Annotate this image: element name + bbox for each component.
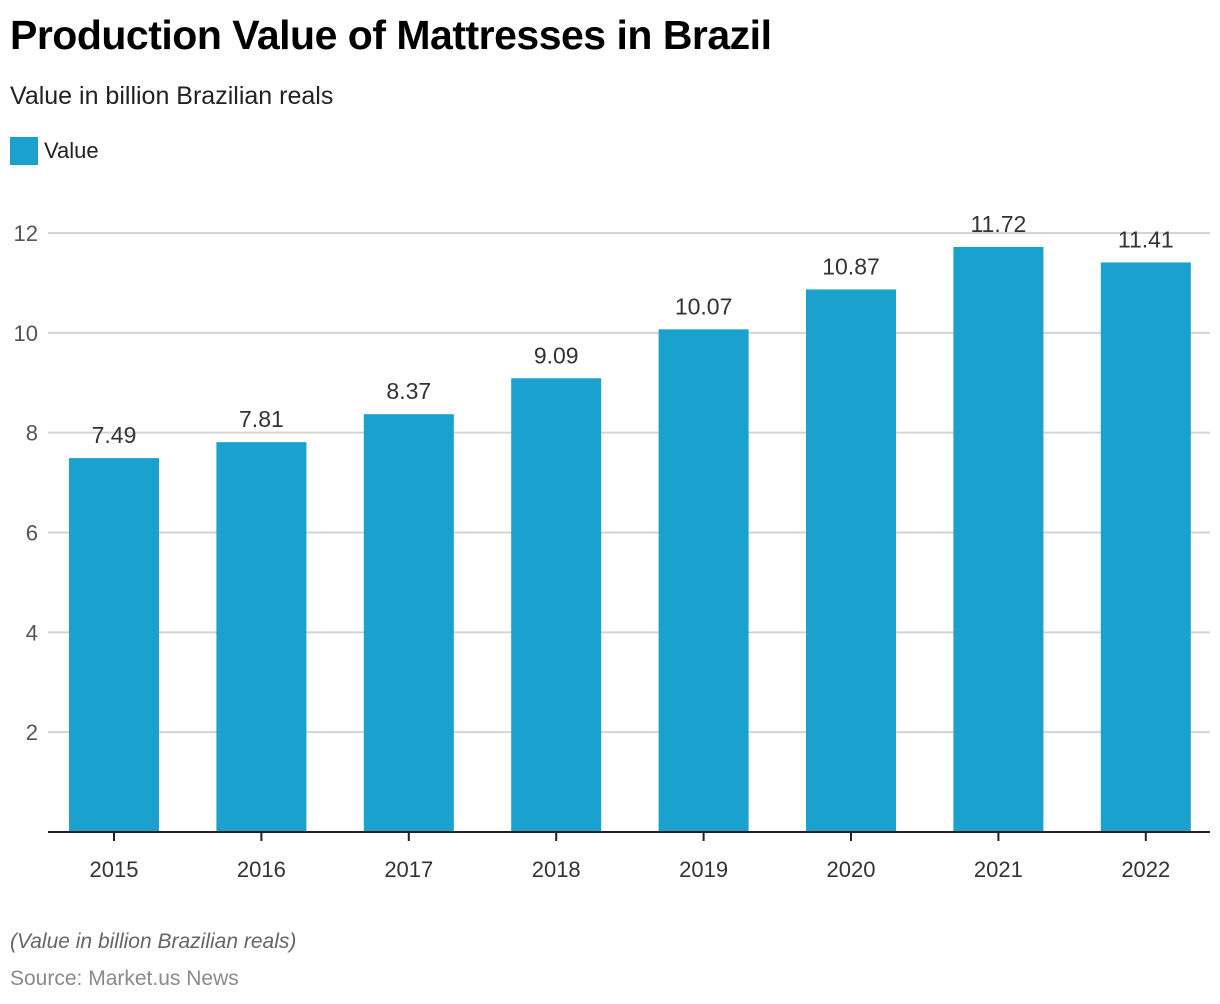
footnote: (Value in billion Brazilian reals) [10,930,297,953]
data-label-2021: 11.72 [970,211,1026,237]
bars [69,246,1191,833]
bar-2021 [953,246,1044,832]
data-label-2017: 8.37 [386,378,431,404]
data-labels: 7.49 7.81 8.37 9.09 10.07 10.87 11.72 11.41 [92,211,1174,448]
chart-subtitle: Value in billion Brazilian reals [10,82,334,110]
y-tick-label: 4 [26,620,38,645]
x-tick-label-2015: 2015 [90,857,139,882]
bar-2019 [658,329,749,832]
bar-2022 [1100,262,1191,833]
legend-swatch-value [10,137,38,165]
bar-2017 [363,414,454,832]
data-label-2022: 11.41 [1118,226,1174,252]
x-tick-label-2020: 2020 [827,857,876,882]
x-tick-label-2016: 2016 [237,857,286,882]
x-tick-label-2021: 2021 [974,857,1023,882]
data-label-2015: 7.49 [92,422,137,448]
legend-label-value: Value [44,138,99,163]
x-tick-label-2022: 2022 [1121,857,1170,882]
y-tick-label: 2 [26,720,38,745]
data-label-2016: 7.81 [239,406,284,432]
legend: Value [10,137,99,165]
y-axis-ticks: 2 4 6 8 10 12 [14,221,38,745]
y-tick-label: 10 [14,321,38,346]
y-tick-label: 12 [14,221,38,246]
bar-2020 [806,289,896,832]
bar-2015 [69,458,159,832]
chart-title: Production Value of Mattresses in Brazil [10,12,772,58]
x-axis-ticks: 2015 2016 2017 2018 2019 2020 2021 2022 [90,832,1170,882]
y-tick-label: 8 [26,421,38,446]
bar-2016 [216,442,307,832]
x-tick-label-2019: 2019 [679,857,728,882]
x-tick-label-2017: 2017 [384,857,433,882]
x-tick-label-2018: 2018 [532,857,581,882]
data-label-2018: 9.09 [534,342,579,368]
source-credit: Source: Market.us News [10,967,239,990]
y-tick-label: 6 [26,521,38,546]
data-label-2020: 10.87 [822,253,880,279]
bar-2018 [511,378,602,832]
data-label-2019: 10.07 [675,293,733,319]
